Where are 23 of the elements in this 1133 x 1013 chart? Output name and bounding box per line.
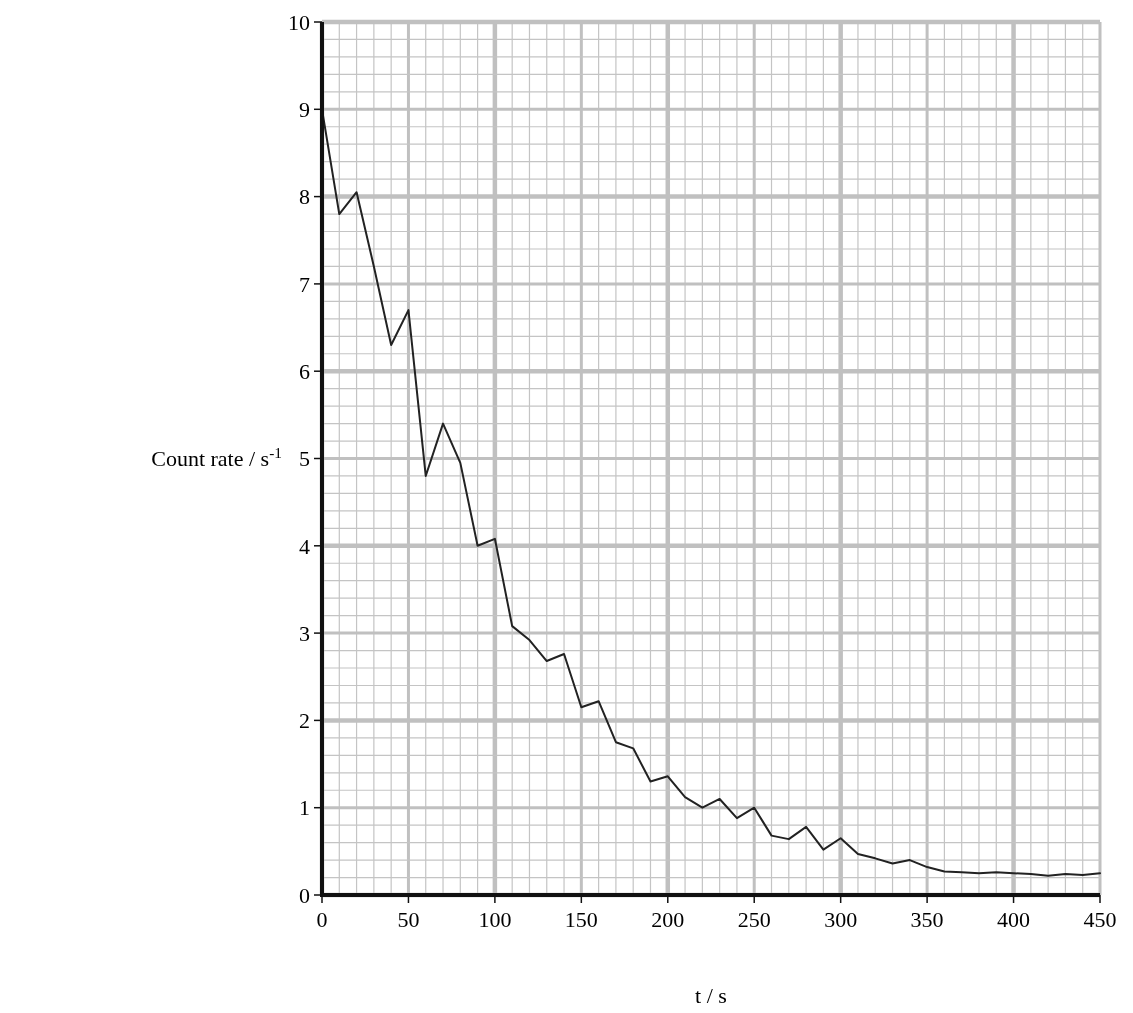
y-tick-label: 9: [299, 97, 310, 122]
x-tick-label: 350: [910, 907, 944, 932]
y-tick-label: 0: [299, 882, 310, 908]
y-tick-label: 8: [299, 184, 310, 210]
x-tick-label: 200: [651, 907, 685, 932]
x-tick-label: 50: [397, 907, 420, 932]
x-tick-label: 450: [1083, 907, 1117, 932]
y-tick-label: 2: [299, 708, 310, 734]
x-tick-label: 250: [737, 907, 771, 932]
x-tick-label: 400: [997, 907, 1031, 932]
x-tick-label: 0: [316, 907, 328, 932]
x-tick-label: 150: [564, 907, 598, 932]
y-tick-label: 7: [299, 271, 310, 297]
x-axis-title: t / s: [695, 983, 727, 1008]
x-tick-label: 300: [824, 907, 858, 932]
y-tick-label: 6: [299, 358, 310, 384]
y-tick-label: 10: [288, 9, 310, 35]
x-tick-label: 100: [478, 907, 512, 932]
y-tick-label: 3: [299, 620, 310, 646]
y-tick-label: 1: [299, 795, 310, 821]
y-tick-label: 4: [299, 533, 310, 559]
y-axis-title: Count rate / s$^{-1}$: [151, 443, 282, 472]
y-tick-label: 5: [299, 446, 310, 472]
